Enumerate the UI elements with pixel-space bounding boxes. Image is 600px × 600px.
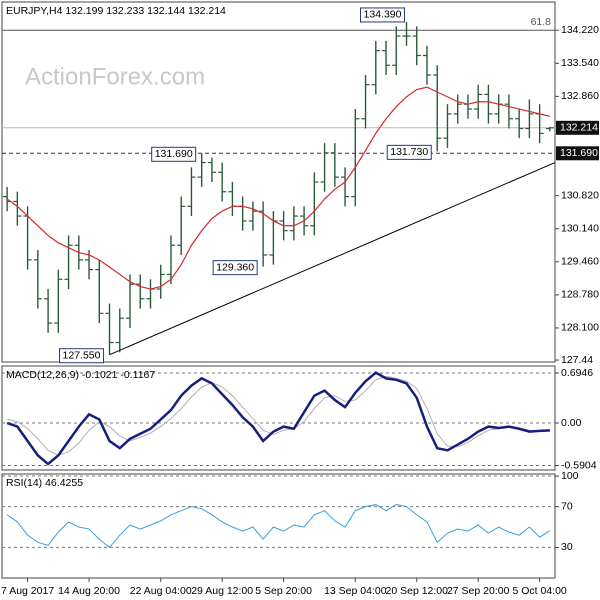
panel-title: RSI(14) 46.4255 (6, 477, 83, 489)
x-tick-label: 29 Aug 12:00 (191, 585, 253, 597)
x-tick-label: 5 Oct 04:00 (512, 585, 566, 597)
y-tick-label: -0.5904 (561, 459, 597, 471)
y-tick-label: 129.460 (561, 256, 599, 268)
x-tick-label: 13 Sep 04:00 (324, 585, 387, 597)
x-tick-label: 7 Aug 2017 (1, 585, 54, 597)
annotation-box (212, 260, 258, 276)
level-label-box (556, 120, 599, 135)
indicator-line (6, 504, 551, 549)
annotation-box (386, 144, 432, 160)
panel-frame (1, 1, 556, 363)
y-tick-label: 0.00 (561, 417, 582, 429)
x-tick-label: 27 Sep 20:00 (447, 585, 510, 597)
annotation-box (59, 348, 105, 364)
annotation-label: 134.390 (364, 9, 402, 21)
y-tick-label: 100 (561, 470, 579, 482)
x-tick-label: 14 Aug 20:00 (58, 585, 120, 597)
panel-title: EURJPY,H4 132.199 132.233 132.144 132.21… (6, 5, 226, 17)
annotation-label: 127.550 (63, 349, 101, 361)
y-tick-label: 130.820 (561, 189, 599, 201)
level-label-box (556, 146, 599, 161)
annotation-label: 129.360 (216, 261, 254, 273)
indicator-line (7, 375, 550, 456)
watermark: ActionForex.com (25, 63, 205, 90)
annotation-box (151, 146, 197, 162)
y-tick-label: 127.44 (561, 354, 593, 366)
panel-title: MACD(12,26,9) -0.1021 -0.1167 (6, 369, 155, 381)
panel-frame (1, 473, 556, 579)
y-tick-label: 134.220 (561, 24, 599, 36)
trendline (109, 162, 556, 356)
annotation-box (360, 7, 406, 23)
y-tick-label: 70 (561, 500, 573, 512)
y-tick-label: 132.860 (561, 90, 599, 102)
y-tick-label: 130.140 (561, 222, 599, 234)
y-tick-label: 30 (561, 541, 573, 553)
annotation-label: 131.730 (390, 146, 428, 158)
x-tick-label: 5 Sep 20:00 (255, 585, 312, 597)
moving-average (6, 86, 551, 290)
level-label: 131.690 (560, 147, 598, 159)
level-label: 132.214 (560, 122, 598, 134)
y-tick-label: 0.6946 (561, 367, 593, 379)
indicator-line (6, 371, 550, 466)
panel-frame (1, 365, 556, 471)
x-tick-label: 22 Aug 04:00 (130, 585, 192, 597)
annotation-label: 131.690 (155, 148, 193, 160)
y-tick-label: 128.100 (561, 322, 599, 334)
y-tick-label: 133.540 (561, 57, 599, 69)
y-tick-label: 128.780 (561, 289, 599, 301)
level-label: 61.8 (531, 16, 552, 28)
x-tick-label: 20 Sep 12:00 (386, 585, 449, 597)
